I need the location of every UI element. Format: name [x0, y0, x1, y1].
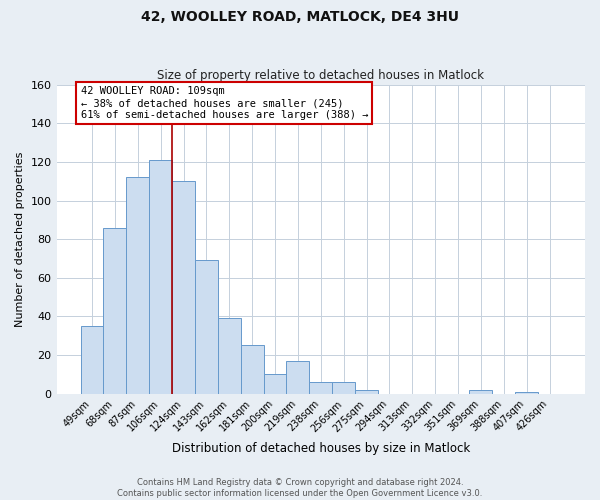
Text: Contains HM Land Registry data © Crown copyright and database right 2024.
Contai: Contains HM Land Registry data © Crown c…	[118, 478, 482, 498]
Bar	[218, 318, 241, 394]
Bar	[241, 346, 263, 394]
Bar	[332, 382, 355, 394]
Bar	[149, 160, 172, 394]
Title: Size of property relative to detached houses in Matlock: Size of property relative to detached ho…	[157, 69, 484, 82]
Bar	[263, 374, 286, 394]
Bar	[515, 392, 538, 394]
Bar	[195, 260, 218, 394]
Bar	[469, 390, 493, 394]
Y-axis label: Number of detached properties: Number of detached properties	[15, 152, 25, 327]
Bar	[310, 382, 332, 394]
Text: 42 WOOLLEY ROAD: 109sqm
← 38% of detached houses are smaller (245)
61% of semi-d: 42 WOOLLEY ROAD: 109sqm ← 38% of detache…	[80, 86, 368, 120]
Bar	[103, 228, 127, 394]
Bar	[355, 390, 378, 394]
Bar	[172, 181, 195, 394]
X-axis label: Distribution of detached houses by size in Matlock: Distribution of detached houses by size …	[172, 442, 470, 455]
Bar	[127, 178, 149, 394]
Bar	[286, 361, 310, 394]
Text: 42, WOOLLEY ROAD, MATLOCK, DE4 3HU: 42, WOOLLEY ROAD, MATLOCK, DE4 3HU	[141, 10, 459, 24]
Bar	[80, 326, 103, 394]
